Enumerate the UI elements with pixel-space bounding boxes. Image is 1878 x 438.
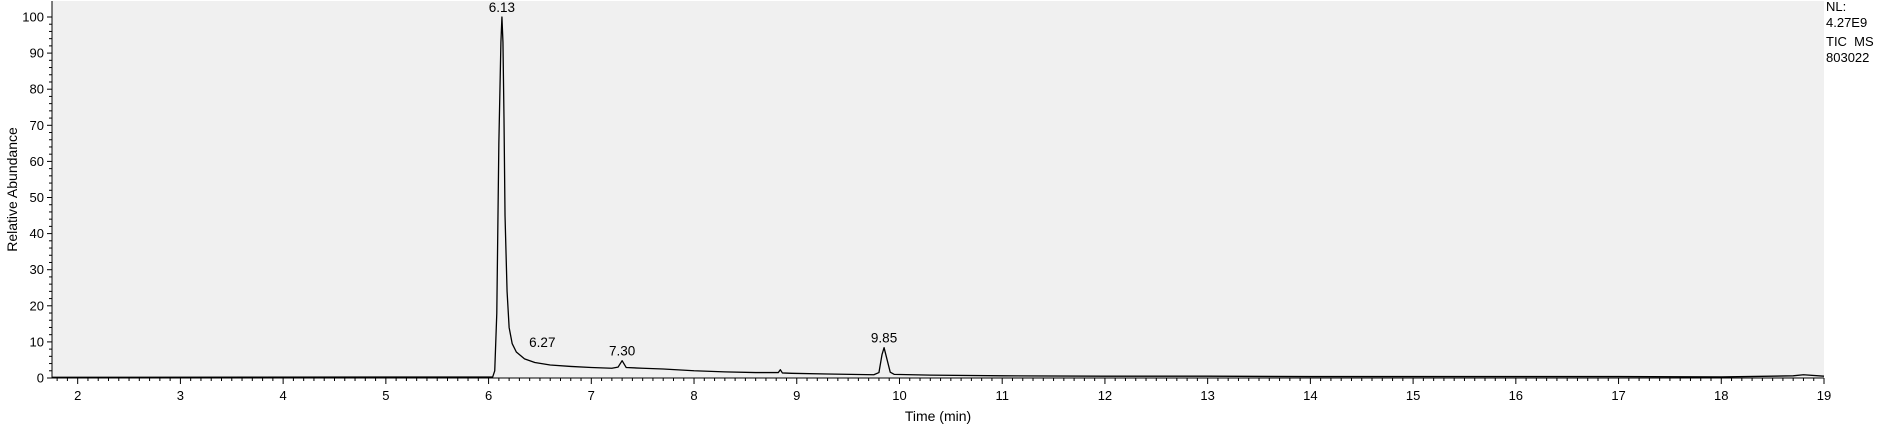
x-tick-label: 12 — [1098, 388, 1112, 403]
y-tick-label: 80 — [30, 82, 44, 97]
y-tick-label: 60 — [30, 154, 44, 169]
y-tick-label: 90 — [30, 46, 44, 61]
x-tick-label: 14 — [1303, 388, 1317, 403]
peak-label: 6.27 — [529, 335, 555, 350]
y-tick-label: 10 — [30, 334, 44, 349]
peak-annotations: 6.13 6.27 7.30 9.85 — [489, 0, 897, 359]
nl-line-1: NL: — [1826, 0, 1846, 14]
x-tick-label: 2 — [74, 388, 81, 403]
plot-background — [52, 1, 1824, 378]
x-tick-label: 16 — [1509, 388, 1523, 403]
x-axis-title: Time (min) — [905, 408, 971, 424]
x-tick-label: 3 — [177, 388, 184, 403]
y-tick-label: 30 — [30, 262, 44, 277]
tic-trace-line — [51, 16, 1825, 378]
y-tick-label: 40 — [30, 226, 44, 241]
x-tick-label: 7 — [588, 388, 595, 403]
nl-line-3: TIC MS — [1826, 34, 1874, 49]
x-tick-label: 10 — [892, 388, 906, 403]
x-tick-label: 8 — [690, 388, 697, 403]
x-tick-label: 13 — [1200, 388, 1214, 403]
peak-label: 7.30 — [609, 344, 635, 359]
x-tick-label: 11 — [995, 388, 1009, 403]
nl-line-4: 803022 — [1826, 50, 1869, 65]
y-tick-label: 70 — [30, 118, 44, 133]
y-tick-label: 20 — [30, 298, 44, 313]
x-axis: 2 3 4 5 6 7 8 9 10 11 12 13 14 15 16 17 18 19 — [56, 378, 1831, 403]
normalization-info: NL: 4.27E9 TIC MS 803022 — [1826, 0, 1874, 65]
x-tick-label: 6 — [485, 388, 492, 403]
x-tick-label: 15 — [1406, 388, 1420, 403]
peak-label: 6.13 — [489, 0, 515, 15]
y-tick-label: 50 — [30, 190, 44, 205]
x-tick-label: 4 — [280, 388, 287, 403]
x-tick-label: 18 — [1714, 388, 1728, 403]
y-tick-label: 100 — [22, 10, 44, 25]
y-axis: 0 10 20 30 40 50 60 70 80 90 100 — [22, 10, 52, 386]
x-tick-label: 9 — [793, 388, 800, 403]
x-tick-label: 17 — [1611, 388, 1625, 403]
y-axis-title: Relative Abundance — [4, 127, 20, 252]
x-tick-label: 5 — [382, 388, 389, 403]
y-tick-label: 0 — [37, 371, 44, 386]
x-tick-label: 19 — [1817, 388, 1831, 403]
nl-line-2: 4.27E9 — [1826, 15, 1867, 30]
peak-label: 9.85 — [871, 331, 897, 346]
